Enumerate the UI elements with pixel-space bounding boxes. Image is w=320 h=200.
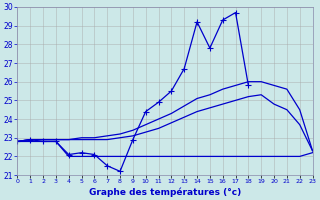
X-axis label: Graphe des températures (°c): Graphe des températures (°c)	[89, 187, 241, 197]
